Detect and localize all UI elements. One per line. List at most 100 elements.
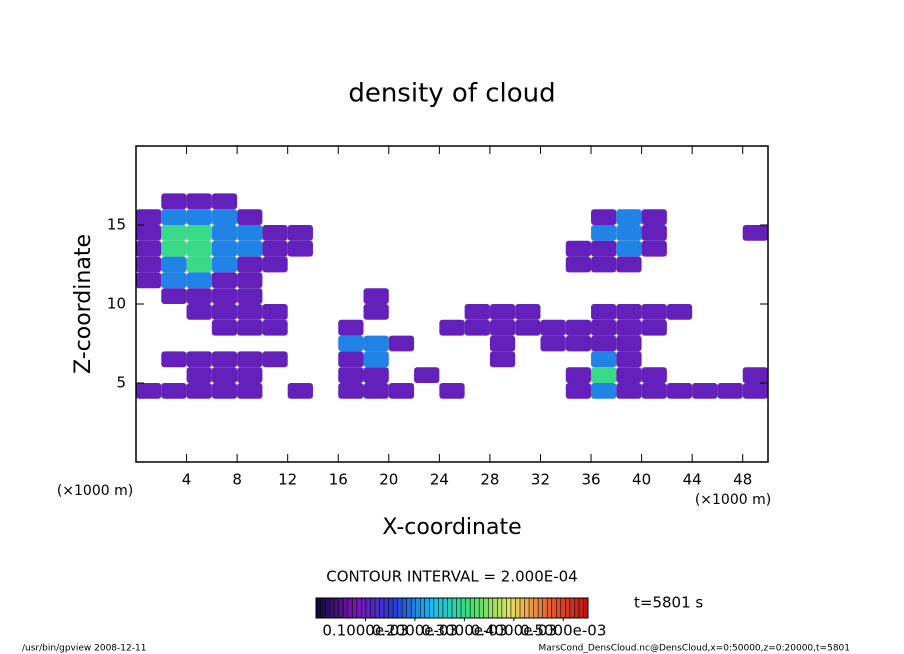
colorbar-stripe xyxy=(583,598,588,618)
contour-cell xyxy=(591,209,617,225)
contour-cell xyxy=(641,304,667,320)
contour-cell xyxy=(641,383,667,399)
contour-cell xyxy=(186,225,212,241)
colorbar-stripe xyxy=(352,598,357,618)
contour-cell xyxy=(439,383,465,399)
colorbar-stripe xyxy=(329,598,335,618)
contour-cell xyxy=(262,256,288,273)
time-label: t=5801 s xyxy=(634,594,703,612)
colorbar-stripe xyxy=(320,598,326,618)
contour-cell xyxy=(186,288,212,304)
contour-cell xyxy=(237,367,263,383)
contour-cell xyxy=(211,383,238,399)
contour-cell xyxy=(136,240,162,257)
colorbar-stripe xyxy=(452,598,457,618)
contour-interval: CONTOUR INTERVAL = 2.000E-04 xyxy=(326,568,577,586)
colorbar-stripe xyxy=(488,598,493,618)
contour-cell xyxy=(464,304,490,320)
contour-cell xyxy=(211,351,238,368)
colorbar-stripe xyxy=(551,598,557,618)
contour-cell xyxy=(616,319,642,336)
x-axis-label: X-coordinate xyxy=(382,515,521,540)
contour-cell xyxy=(211,304,238,320)
x-tick-label: 24 xyxy=(430,471,449,489)
contour-cell xyxy=(616,367,642,383)
colorbar-stripe xyxy=(438,598,443,618)
contour-cell xyxy=(161,193,187,210)
chart-title: density of cloud xyxy=(348,79,555,109)
colorbar-stripe xyxy=(316,598,321,618)
contour-cell xyxy=(136,225,162,241)
colorbar-stripe xyxy=(411,598,416,618)
colorbar-stripe xyxy=(578,598,584,618)
colorbar-stripe xyxy=(461,598,466,618)
colorbar-stripe xyxy=(501,598,507,618)
contour-cell xyxy=(464,319,490,336)
contour-cell xyxy=(591,225,617,241)
colorbar-stripe xyxy=(483,598,489,618)
contour-cell xyxy=(540,335,566,352)
colorbar-stripe xyxy=(533,598,539,618)
x-tick-label: 36 xyxy=(581,471,600,489)
colorbar-tick-label: 0.5000e-03 xyxy=(520,622,606,640)
x-unit-label: (×1000 m) xyxy=(57,483,133,499)
colorbar-stripe xyxy=(406,598,412,618)
contour-cell xyxy=(616,304,642,320)
contour-cell xyxy=(489,335,516,352)
contour-cell xyxy=(211,367,238,383)
colorbar-stripe xyxy=(520,598,525,618)
contour-cell xyxy=(237,272,263,289)
contour-cell xyxy=(338,335,364,352)
colorbar-stripe xyxy=(402,598,407,618)
y-tick-label: 10 xyxy=(107,295,126,313)
colorbar-stripe xyxy=(456,598,462,618)
colorbar-stripe xyxy=(347,598,353,618)
contour-cell xyxy=(161,383,187,399)
x-tick-label: 48 xyxy=(733,471,752,489)
y-tick-label: 5 xyxy=(116,374,126,392)
contour-cell xyxy=(565,335,592,352)
contour-cell xyxy=(136,209,162,225)
colorbar-stripe xyxy=(515,598,520,618)
colorbar-tick-label: 0.3000e-03 xyxy=(421,622,507,640)
contour-cell xyxy=(338,319,364,336)
contour-cell xyxy=(211,272,238,289)
contour-cell xyxy=(489,319,516,336)
colorbar-stripe xyxy=(565,598,570,618)
colorbar-stripe xyxy=(470,598,475,618)
contour-cell xyxy=(666,383,693,399)
y-tick-label: 15 xyxy=(107,216,126,234)
contour-cell xyxy=(338,351,364,368)
contour-cell xyxy=(262,351,288,368)
x-tick-label: 12 xyxy=(278,471,297,489)
x-tick-label: 20 xyxy=(379,471,398,489)
contour-cell xyxy=(287,383,313,399)
contour-cell xyxy=(262,225,288,241)
colorbar-stripe xyxy=(338,598,344,618)
colorbar-stripe xyxy=(361,598,366,618)
contour-cell xyxy=(211,225,238,241)
colorbar-stripe xyxy=(538,598,543,618)
contour-cell xyxy=(616,225,642,241)
contour-cell xyxy=(186,240,212,257)
contour-cell xyxy=(338,383,364,399)
contour-cell xyxy=(363,335,389,352)
contour-cell xyxy=(692,383,718,399)
contour-cell xyxy=(742,225,768,241)
contour-cell xyxy=(616,209,642,225)
contour-cell xyxy=(489,351,516,368)
contour-cell xyxy=(161,351,187,368)
colorbar-stripe xyxy=(388,598,394,618)
contour-cell xyxy=(717,383,743,399)
colorbar-stripe xyxy=(343,598,348,618)
colorbar-stripe xyxy=(510,598,516,618)
contour-cell xyxy=(641,209,667,225)
colorbar-stripe xyxy=(465,598,471,618)
colorbar-stripe xyxy=(479,598,484,618)
contour-cell xyxy=(136,383,162,399)
colorbar-tick-label: 0.1000e-03 xyxy=(322,622,408,640)
colorbar-stripe xyxy=(374,598,380,618)
contour-cell xyxy=(237,256,263,273)
contour-cell xyxy=(211,288,238,304)
colorbar-tick-label: 0.2000e-03 xyxy=(372,622,458,640)
